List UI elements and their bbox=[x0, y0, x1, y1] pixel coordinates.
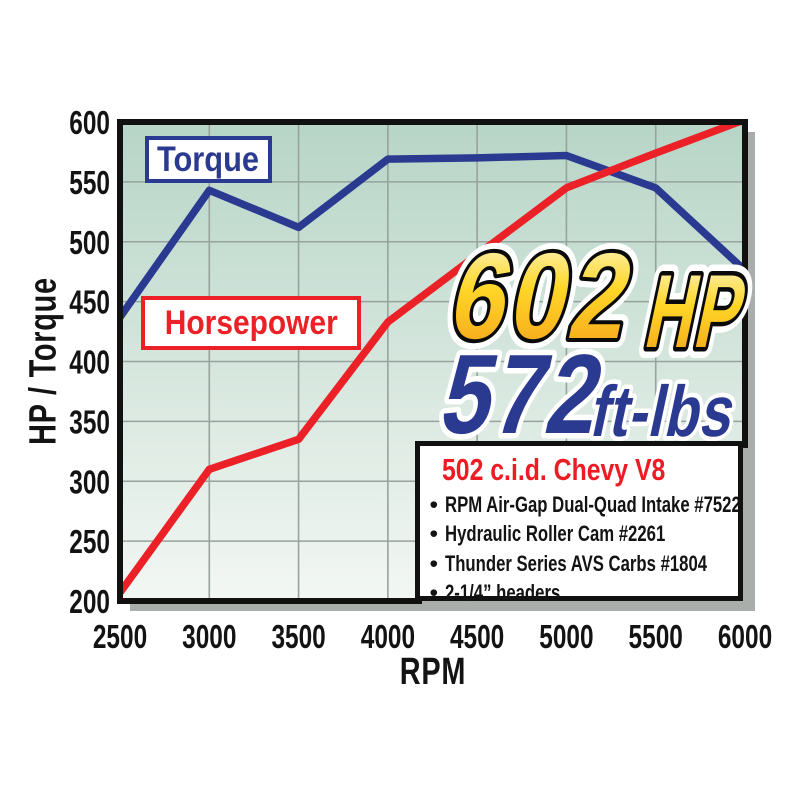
y-tick-label: 350 bbox=[69, 405, 110, 441]
x-tick-label: 3000 bbox=[182, 620, 236, 656]
x-tick-label: 5000 bbox=[539, 620, 593, 656]
engine-spec-item: • Thunder Series AVS Carbs #1804 bbox=[430, 549, 730, 578]
x-tick-label: 3500 bbox=[271, 620, 325, 656]
engine-spec-item-text: RPM Air-Gap Dual-Quad Intake #7522 bbox=[444, 492, 741, 517]
legend-horsepower-label: Horsepower bbox=[164, 303, 338, 342]
y-tick-label: 500 bbox=[69, 225, 110, 261]
bullet-icon: • bbox=[429, 549, 438, 577]
torque-line bbox=[120, 151, 745, 321]
engine-spec-list: • RPM Air-Gap Dual-Quad Intake #7522 • Hydr… bbox=[429, 490, 741, 607]
x-axis-tick-labels: 2500 3000 3500 4000 4500 5000 5500 6000 bbox=[93, 620, 772, 656]
bullet-icon: • bbox=[429, 579, 438, 606]
torque-peak-unit: ft-lbs bbox=[585, 371, 744, 451]
torque-peak-callout: 572 ft-lbs bbox=[427, 326, 748, 462]
x-tick-label: 5500 bbox=[629, 620, 683, 656]
x-tick-label: 4500 bbox=[450, 620, 504, 656]
x-tick-label: 6000 bbox=[718, 620, 772, 656]
x-tick-label: 4000 bbox=[361, 620, 415, 656]
engine-spec-item: • Hydraulic Roller Cam #2261 bbox=[430, 519, 730, 548]
y-tick-label: 550 bbox=[69, 165, 110, 201]
y-tick-label: 400 bbox=[69, 345, 110, 381]
y-tick-label: 250 bbox=[69, 525, 110, 561]
y-axis-tick-labels: 200 250 300 350 400 450 500 550 600 bbox=[69, 106, 110, 621]
y-tick-label: 450 bbox=[69, 285, 110, 321]
engine-spec-item-text: 2-1/4” headers bbox=[444, 579, 560, 605]
engine-spec-item-text: Thunder Series AVS Carbs #1804 bbox=[444, 550, 707, 576]
plot-border bbox=[117, 119, 748, 604]
legend-torque: Torque bbox=[145, 136, 272, 183]
data-series bbox=[120, 122, 745, 597]
torque-peak-value: 572 bbox=[432, 331, 617, 457]
y-axis-title: HP / Torque bbox=[22, 277, 65, 445]
engine-spec-item-text: Hydraulic Roller Cam #2261 bbox=[444, 521, 665, 547]
hp-peak-callout: 602 HP 602 HP bbox=[431, 219, 765, 378]
engine-spec-title: 502 c.i.d. Chevy V8 bbox=[442, 452, 666, 487]
hp-peak-value-halo: 602 bbox=[440, 228, 648, 364]
bullet-icon: • bbox=[429, 491, 438, 518]
x-tick-label: 2500 bbox=[93, 620, 147, 656]
engine-spec-box: 502 c.i.d. Chevy V8 • RPM Air-Gap Dual-Qu… bbox=[415, 441, 743, 605]
y-tick-label: 200 bbox=[69, 585, 110, 621]
hp-peak-value: 602 bbox=[440, 228, 648, 364]
bullet-icon: • bbox=[429, 520, 438, 547]
y-tick-label: 300 bbox=[69, 465, 110, 501]
x-axis-title: RPM bbox=[399, 651, 467, 693]
y-tick-label: 600 bbox=[69, 106, 110, 142]
engine-spec-item: • 2-1/4” headers bbox=[430, 578, 730, 607]
horsepower-line bbox=[120, 122, 745, 597]
legend-horsepower: Horsepower bbox=[141, 296, 361, 350]
engine-spec-item: • RPM Air-Gap Dual-Quad Intake #7522 bbox=[429, 490, 741, 519]
legend-torque-label: Torque bbox=[157, 139, 260, 179]
